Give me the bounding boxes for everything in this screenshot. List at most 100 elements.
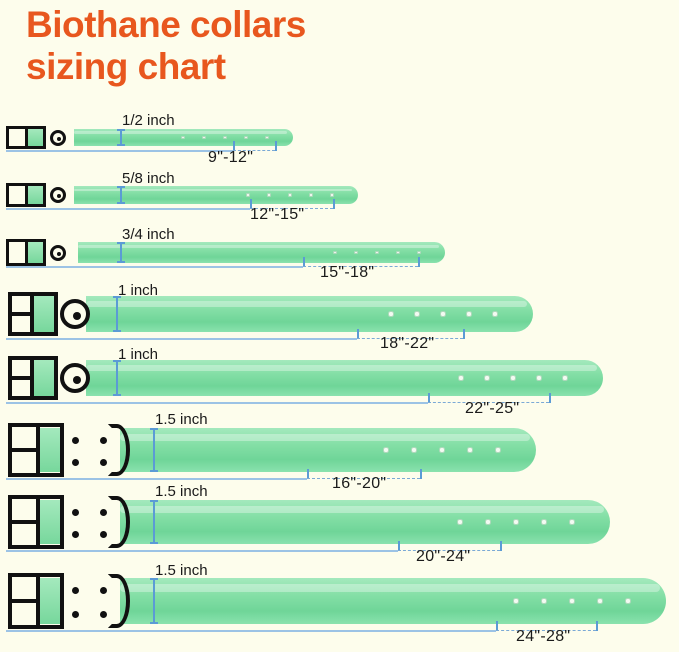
- range-tick-end: [420, 469, 422, 479]
- collar-baseline: [6, 630, 496, 632]
- range-dashed-span: [307, 478, 420, 479]
- collar-strap: [74, 186, 358, 204]
- strap-hole: [569, 519, 575, 525]
- strap-hole: [411, 447, 417, 453]
- strap-hole: [485, 519, 491, 525]
- range-tick-end: [333, 199, 335, 209]
- buckle-center-bar: [25, 239, 28, 266]
- collar-size-label: 18"-22": [380, 335, 435, 352]
- range-tick-start: [357, 329, 359, 339]
- width-measure-cap-bottom: [113, 330, 121, 332]
- collar-strap: [78, 242, 445, 263]
- width-measure-line: [117, 242, 125, 263]
- strap-hole: [388, 311, 394, 317]
- range-tick-start: [428, 393, 430, 403]
- d-ring: [108, 424, 130, 476]
- strap-hole: [562, 375, 568, 381]
- range-tick-start: [398, 541, 400, 551]
- width-measure-cap-bottom: [150, 470, 158, 472]
- collar-strap: [120, 578, 666, 624]
- buckle-rivet: [100, 587, 107, 594]
- buckle-strap-fill: [28, 129, 43, 146]
- collar-size-label: 24"-28": [516, 628, 571, 645]
- range-tick-end: [596, 621, 598, 631]
- range-dashed-span: [303, 266, 418, 267]
- strap-hole: [513, 519, 519, 525]
- strap-hole: [439, 447, 445, 453]
- d-ring: [60, 363, 90, 393]
- collar-baseline: [6, 150, 233, 152]
- buckle-rivet: [100, 459, 107, 466]
- d-ring: [50, 187, 66, 203]
- range-tick-start: [250, 199, 252, 209]
- strap-hole: [288, 193, 292, 197]
- buckle-rivet: [72, 459, 79, 466]
- collar-width-label: 1 inch: [118, 282, 159, 299]
- strap-hole: [513, 598, 519, 604]
- strap-hole: [246, 193, 250, 197]
- strap-hole: [265, 135, 269, 140]
- strap-hole: [467, 447, 473, 453]
- buckle-center-bar: [25, 183, 28, 207]
- width-measure-cap-bottom: [117, 144, 125, 146]
- buckle-strap-fill: [28, 186, 43, 204]
- strap-hole: [536, 375, 542, 381]
- collar-size-label: 12"-15": [250, 206, 305, 223]
- strap-hole: [223, 135, 227, 140]
- buckle-rivet: [72, 509, 79, 516]
- buckle-strap-fill: [28, 242, 43, 263]
- range-tick-start: [496, 621, 498, 631]
- buckle-center-bar: [30, 356, 34, 400]
- page-title: Biothane collars sizing chart: [26, 4, 306, 87]
- collar-baseline: [6, 550, 398, 552]
- strap-hole: [417, 250, 421, 255]
- d-ring-pin: [73, 312, 81, 320]
- buckle-tongue-bar: [8, 520, 38, 524]
- strap-hole: [484, 375, 490, 381]
- strap-hole: [458, 375, 464, 381]
- collar-baseline: [6, 402, 428, 404]
- width-measure-cap-bottom: [117, 261, 125, 263]
- strap-hole: [625, 598, 631, 604]
- range-tick-end: [275, 141, 277, 151]
- collar-width-label: 1/2 inch: [122, 112, 175, 129]
- d-ring: [108, 574, 130, 628]
- buckle-tongue-bar: [8, 599, 38, 603]
- collar-baseline: [6, 338, 357, 340]
- buckle-strap-fill: [40, 428, 60, 472]
- collar-width-label: 5/8 inch: [122, 170, 175, 187]
- range-tick-end: [463, 329, 465, 339]
- collar-width-label: 1.5 inch: [155, 562, 208, 579]
- width-measure-line: [113, 360, 121, 396]
- width-measure-cap-top: [150, 578, 158, 580]
- strap-hole: [495, 447, 501, 453]
- collar-size-label: 22"-25": [465, 400, 520, 417]
- width-measure-line: [113, 296, 121, 332]
- d-ring-pin: [57, 251, 61, 256]
- collar-strap: [120, 500, 610, 544]
- range-tick-end: [549, 393, 551, 403]
- buckle-tongue-bar: [8, 376, 32, 380]
- collar-width-label: 1.5 inch: [155, 483, 208, 500]
- width-measure-cap-top: [113, 296, 121, 298]
- strap-hole: [492, 311, 498, 317]
- range-dashed-span: [233, 150, 275, 151]
- range-tick-start: [303, 257, 305, 267]
- buckle-center-bar: [25, 126, 28, 149]
- range-dashed-span: [496, 630, 596, 631]
- collar-strap: [86, 360, 603, 396]
- width-measure-line: [150, 428, 158, 472]
- collar-width-label: 1 inch: [118, 346, 159, 363]
- collar-size-label: 16"-20": [332, 475, 387, 492]
- buckle-center-bar: [36, 573, 40, 629]
- buckle-rivet: [100, 509, 107, 516]
- strap-hole: [466, 311, 472, 317]
- d-ring-pin: [57, 136, 61, 141]
- strap-hole: [267, 193, 271, 197]
- width-measure-line: [117, 186, 125, 204]
- range-tick-end: [418, 257, 420, 267]
- strap-hole: [333, 250, 337, 255]
- buckle-center-bar: [36, 423, 40, 477]
- buckle-rivet: [72, 531, 79, 538]
- collar-baseline: [6, 266, 303, 268]
